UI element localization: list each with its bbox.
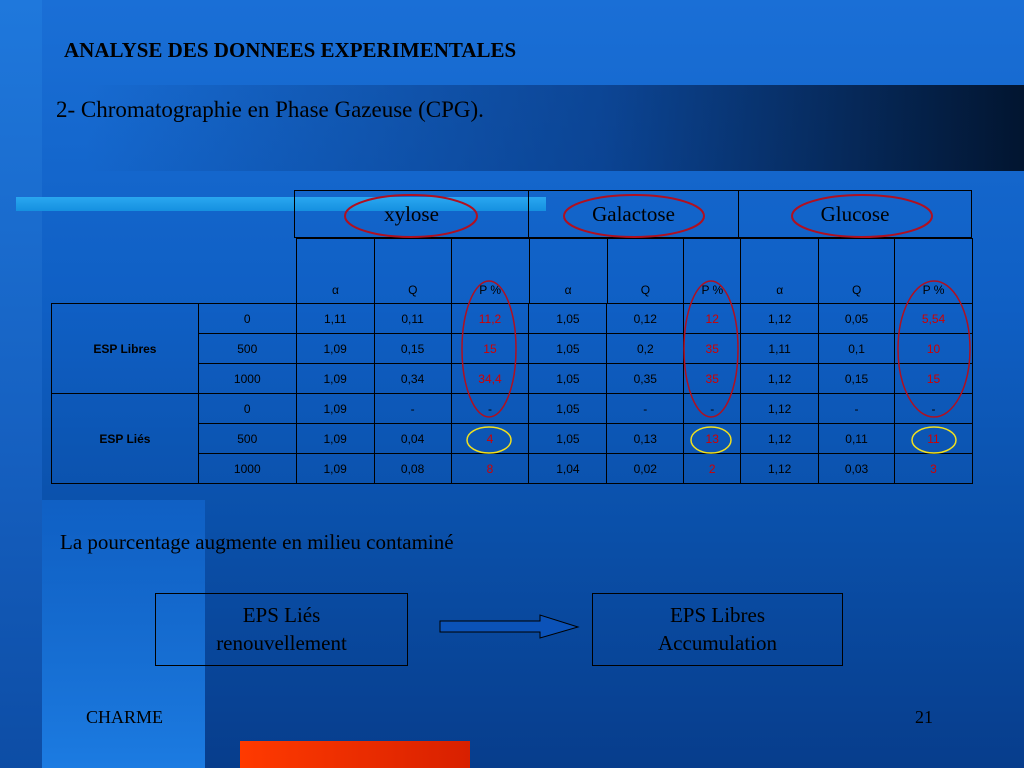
table-row: 1000 1,09 0,08 8 1,04 0,02 2 1,12 0,03 3 <box>52 453 974 484</box>
table-cell: 0,2 <box>606 333 685 364</box>
table-cell: 1,12 <box>740 393 820 424</box>
table-cell: 15 <box>893 363 974 394</box>
table-cell: 3 <box>893 453 974 484</box>
decorative-red-bar <box>240 741 470 768</box>
table-cell: 1,05 <box>528 333 608 364</box>
sugar-header-glucose: Glucose <box>738 190 972 238</box>
col-header: Q <box>373 238 452 304</box>
conclusion-text: La pourcentage augmente en milieu contam… <box>60 530 454 554</box>
table-cell: 1,12 <box>740 453 820 484</box>
table-row: ESP Liés 0 1,09 - - 1,05 - - 1,12 - - <box>51 393 974 484</box>
table-cell: 10 <box>893 333 974 364</box>
table-cell: - <box>606 393 685 424</box>
group-label: ESP Libres <box>51 303 199 394</box>
table-cell: 13 <box>683 423 742 454</box>
table-cell: 2 <box>683 453 742 484</box>
table-cell: 15 <box>450 333 530 364</box>
box-eps-libres: EPS Libres Accumulation <box>592 593 843 666</box>
decorative-column <box>42 500 205 768</box>
column-header-table: α Q P % α Q P % α Q P % <box>296 238 973 304</box>
arrow-icon <box>439 614 580 639</box>
table-cell: - <box>373 393 452 424</box>
table-cell: 1,09 <box>295 363 375 394</box>
table-cell: 1,09 <box>295 423 375 454</box>
table-cell: 0,03 <box>818 453 895 484</box>
table-cell: 35 <box>683 333 742 364</box>
table-cell: 11,2 <box>450 303 530 334</box>
box-line: EPS Liés <box>242 603 321 628</box>
table-cell: 1,12 <box>740 363 820 394</box>
table-cell: 4 <box>450 423 530 454</box>
table-cell: 0,11 <box>818 423 895 454</box>
table-cell: 0,35 <box>606 363 685 394</box>
group-label: ESP Liés <box>51 393 199 484</box>
box-line: Accumulation <box>658 630 777 655</box>
dose-cell: 500 <box>197 333 297 364</box>
table-cell: 1,05 <box>528 393 608 424</box>
table-cell: 1,12 <box>740 423 820 454</box>
dose-cell: 0 <box>197 303 297 334</box>
table-cell: 12 <box>683 303 742 334</box>
table-cell: - <box>450 393 530 424</box>
table-row: ESP Libres 0 1,11 0,11 11,2 1,05 0,12 12… <box>51 303 974 394</box>
table-cell: 1,04 <box>528 453 608 484</box>
col-header: P % <box>683 238 742 304</box>
table-cell: 1,12 <box>740 303 820 334</box>
col-header: P % <box>894 238 973 304</box>
table-cell: 1,05 <box>528 303 608 334</box>
dose-cell: 0 <box>197 393 297 424</box>
table-cell: 0,04 <box>373 423 452 454</box>
col-header: Q <box>606 238 685 304</box>
data-table: ESP Libres 0 1,11 0,11 11,2 1,05 0,12 12… <box>51 303 974 484</box>
table-cell: 0,12 <box>606 303 685 334</box>
box-line: renouvellement <box>216 630 347 655</box>
slide-subtitle: 2- Chromatographie en Phase Gazeuse (CPG… <box>56 97 484 122</box>
sugar-header-galactose: Galactose <box>528 190 739 238</box>
table-cell: 0,15 <box>373 333 452 364</box>
dose-cell: 1000 <box>197 363 297 394</box>
col-header: α <box>740 238 820 304</box>
table-cell: 34,4 <box>450 363 530 394</box>
slide-title: ANALYSE DES DONNEES EXPERIMENTALES <box>64 38 517 62</box>
col-header: α <box>528 238 608 304</box>
col-header: P % <box>450 238 530 304</box>
box-eps-lies: EPS Liés renouvellement <box>155 593 408 666</box>
table-cell: 0,02 <box>606 453 685 484</box>
decorative-band <box>85 85 1024 171</box>
table-cell: 1,11 <box>740 333 820 364</box>
table-cell: 0,05 <box>818 303 895 334</box>
table-cell: 1,09 <box>295 453 375 484</box>
table-cell: 1,09 <box>295 333 375 364</box>
table-cell: 0,11 <box>373 303 452 334</box>
page-number: 21 <box>915 707 933 727</box>
footer-author: CHARME <box>86 707 164 727</box>
table-cell: 0,15 <box>818 363 895 394</box>
table-cell: 1,09 <box>295 393 375 424</box>
table-cell: 1,05 <box>528 423 608 454</box>
left-strip <box>0 0 42 768</box>
table-cell: 5,54 <box>893 303 974 334</box>
table-cell: - <box>893 393 974 424</box>
table-cell: 35 <box>683 363 742 394</box>
table-cell: 11 <box>893 423 974 454</box>
table-cell: 8 <box>450 453 530 484</box>
table-cell: 0,13 <box>606 423 685 454</box>
box-line: EPS Libres <box>669 603 766 628</box>
col-header: α <box>296 238 375 304</box>
dose-cell: 1000 <box>197 453 297 484</box>
table-cell: - <box>818 393 895 424</box>
table-cell: 0,1 <box>818 333 895 364</box>
table-cell: - <box>683 393 742 424</box>
table-cell: 1,05 <box>528 363 608 394</box>
table-cell: 1,11 <box>295 303 375 334</box>
dose-cell: 500 <box>197 423 297 454</box>
table-cell: 0,08 <box>373 453 452 484</box>
sugar-header-xylose: xylose <box>294 190 529 238</box>
col-header: Q <box>818 238 896 304</box>
table-cell: 0,34 <box>373 363 452 394</box>
